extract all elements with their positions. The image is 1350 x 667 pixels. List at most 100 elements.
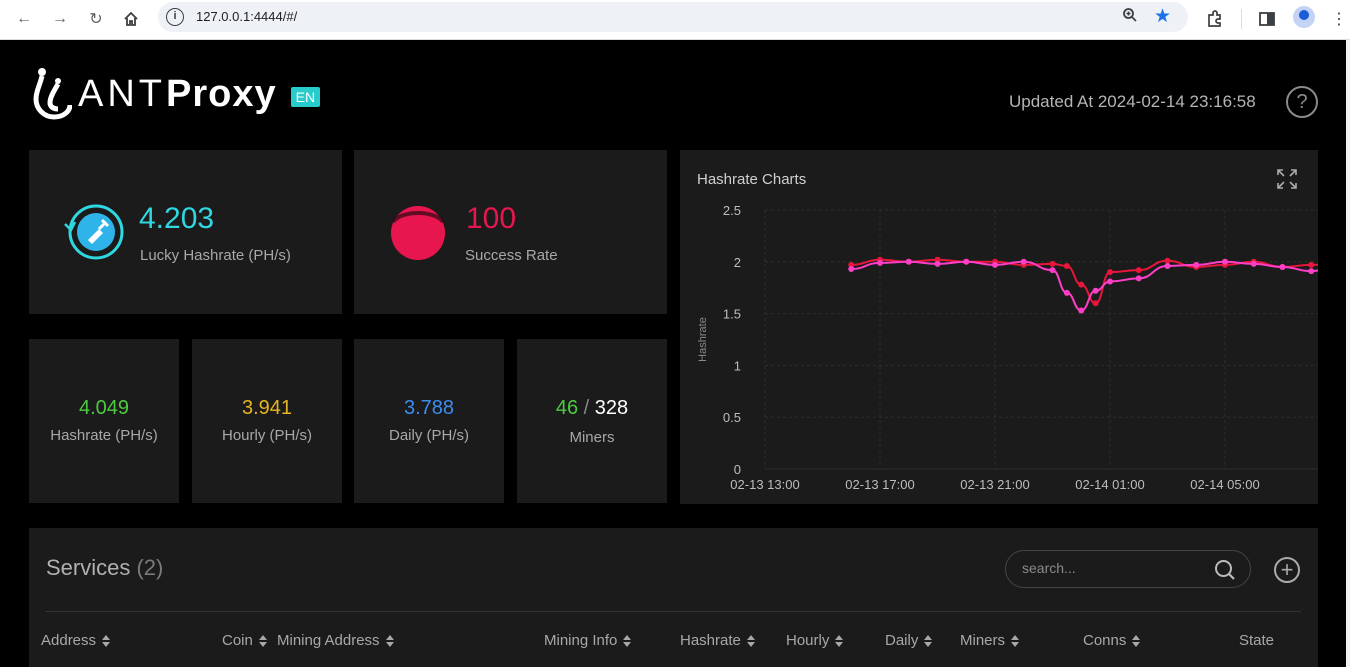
side-panel-icon[interactable] <box>1254 6 1280 32</box>
data-point <box>1222 258 1228 265</box>
home-icon[interactable] <box>118 6 144 32</box>
data-point <box>1107 278 1113 285</box>
column-header-address[interactable]: Address <box>41 632 111 649</box>
x-tick-label: 02-14 01:00 <box>1075 477 1144 492</box>
data-point <box>934 256 941 263</box>
data-point <box>1092 300 1099 307</box>
sort-icon[interactable] <box>258 635 267 648</box>
help-button[interactable]: ? <box>1286 86 1318 118</box>
services-panel: Services (2) + Address Coin Mining Address… <box>29 528 1318 667</box>
language-button[interactable]: EN <box>290 87 321 107</box>
hashrate-chart-card: Hashrate Charts 0 0.5 1 1.5 2 2.5 02-13 13:00 0… <box>680 150 1318 504</box>
hashrate-line-chart: 0 0.5 1 1.5 2 2.5 02-13 13:00 02-13 17:00 02-13 … <box>697 203 1318 492</box>
add-service-button[interactable]: + <box>1274 557 1300 583</box>
y-tick-label: 1 <box>734 358 741 373</box>
hourly-value: 3.941 <box>241 397 293 419</box>
data-point <box>848 261 855 268</box>
data-point <box>877 256 883 263</box>
data-point <box>1164 257 1171 264</box>
ant-logo-icon <box>33 68 72 120</box>
site-info-icon[interactable]: i <box>166 8 184 26</box>
profile-avatar[interactable] <box>1293 6 1315 28</box>
sort-icon[interactable] <box>1011 635 1020 648</box>
sort-icon[interactable] <box>385 635 394 648</box>
address-bar[interactable]: i 127.0.0.1:4444/#/ ★ <box>158 2 1188 32</box>
column-header-daily[interactable]: Daily <box>885 632 933 649</box>
page-scrollbar[interactable] <box>1346 40 1350 667</box>
forward-icon[interactable]: → <box>52 10 68 27</box>
daily-card: 3.788 Daily (PH/s) <box>354 339 504 503</box>
x-tick-label: 02-13 13:00 <box>730 477 799 492</box>
column-header-conns[interactable]: Conns <box>1083 632 1141 649</box>
data-point <box>1279 263 1286 270</box>
data-point <box>1308 268 1315 275</box>
column-header-coin[interactable]: Coin <box>222 632 267 649</box>
expand-icon[interactable] <box>1276 168 1298 190</box>
search-input[interactable] <box>1022 560 1202 576</box>
data-point <box>1135 267 1142 274</box>
sort-icon[interactable] <box>623 635 632 648</box>
series-line-1 <box>851 258 1318 305</box>
column-header-hashrate[interactable]: Hashrate <box>680 632 755 649</box>
column-header-mining-info[interactable]: Mining Info <box>544 632 632 649</box>
y-tick-label: 1.5 <box>723 307 741 322</box>
miners-label: Miners <box>569 429 615 446</box>
sort-icon[interactable] <box>102 635 111 648</box>
hashrate-value: 4.049 <box>78 397 130 419</box>
sort-icon[interactable] <box>746 635 755 648</box>
data-point <box>905 258 912 265</box>
data-point <box>934 260 941 267</box>
data-point <box>1107 269 1113 276</box>
miners-online: 46 <box>555 397 579 419</box>
updated-timestamp: Updated At 2024-02-14 23:16:58 <box>1009 92 1256 111</box>
data-point <box>963 258 970 265</box>
antproxy-logo: ANT Proxy EN <box>32 64 321 124</box>
data-point <box>1049 260 1056 267</box>
y-tick-label: 0 <box>734 462 741 477</box>
data-point <box>1250 258 1257 265</box>
hashrate-card: 4.049 Hashrate (PH/s) <box>29 339 179 503</box>
data-point <box>877 259 883 266</box>
hourly-label: Hourly (PH/s) <box>221 427 312 444</box>
app-page: ANT Proxy EN Updated At 2024-02-14 23:16… <box>2 40 1346 667</box>
y-tick-label: 2.5 <box>723 203 741 218</box>
extensions-icon[interactable] <box>1202 6 1228 32</box>
search-box[interactable] <box>1005 550 1251 588</box>
sort-icon[interactable] <box>1132 635 1141 648</box>
daily-label: Daily (PH/s) <box>388 427 469 444</box>
services-divider <box>45 611 1301 612</box>
column-header-mining-address[interactable]: Mining Address <box>277 632 394 649</box>
url-text[interactable]: 127.0.0.1:4444/#/ <box>196 9 298 24</box>
lucky-shovel-icon <box>64 204 124 260</box>
data-point <box>1063 289 1070 296</box>
reload-icon[interactable]: ↻ <box>89 11 103 28</box>
column-header-miners[interactable]: Miners <box>960 632 1020 649</box>
data-point <box>1020 261 1027 268</box>
column-header-state[interactable]: State <box>1239 632 1275 649</box>
zoom-icon[interactable] <box>1122 7 1138 27</box>
search-icon[interactable] <box>1214 559 1236 581</box>
data-point <box>1049 267 1056 274</box>
data-point <box>1078 281 1085 288</box>
sort-icon[interactable] <box>924 635 933 648</box>
data-point <box>1092 287 1099 294</box>
bookmark-star-icon[interactable]: ★ <box>1154 6 1172 27</box>
data-point <box>992 258 998 265</box>
data-point <box>963 258 970 265</box>
miners-total: 328 <box>594 397 629 419</box>
services-title: Services <box>46 555 131 580</box>
logo-ant-text: ANT <box>78 72 166 115</box>
daily-value: 3.788 <box>403 397 455 419</box>
back-icon[interactable]: ← <box>16 10 32 27</box>
sort-icon[interactable] <box>835 635 844 648</box>
data-point <box>1063 262 1070 269</box>
y-tick-label: 2 <box>734 255 741 270</box>
data-point <box>1193 261 1200 268</box>
data-point <box>1193 263 1200 270</box>
data-point <box>1279 263 1286 270</box>
browser-toolbar: ← → ↻ i 127.0.0.1:4444/#/ ★ ⋮ <box>0 0 1350 40</box>
column-header-hourly[interactable]: Hourly <box>786 632 844 649</box>
logo-proxy-text: Proxy <box>166 72 277 115</box>
data-point <box>1135 275 1142 282</box>
menu-dots-icon[interactable]: ⋮ <box>1331 11 1347 28</box>
